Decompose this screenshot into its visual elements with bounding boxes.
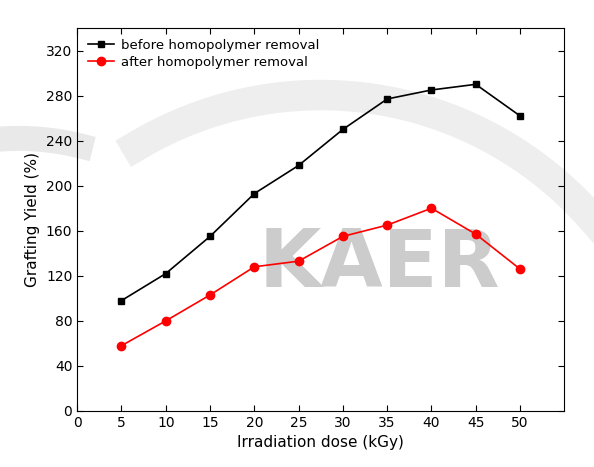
after homopolymer removal: [295, 258, 302, 264]
before homopolymer removal: [162, 271, 169, 276]
before homopolymer removal: [251, 191, 258, 197]
after homopolymer removal: [428, 205, 435, 211]
before homopolymer removal: [516, 113, 523, 119]
before homopolymer removal: [295, 163, 302, 168]
after homopolymer removal: [207, 292, 214, 298]
after homopolymer removal: [516, 266, 523, 272]
before homopolymer removal: [118, 298, 125, 304]
before homopolymer removal: [384, 96, 391, 102]
after homopolymer removal: [339, 234, 346, 239]
after homopolymer removal: [251, 264, 258, 269]
after homopolymer removal: [384, 222, 391, 228]
Legend: before homopolymer removal, after homopolymer removal: before homopolymer removal, after homopo…: [84, 35, 323, 73]
before homopolymer removal: [428, 87, 435, 93]
Y-axis label: Grafting Yield (%): Grafting Yield (%): [26, 152, 40, 287]
after homopolymer removal: [162, 318, 169, 324]
before homopolymer removal: [207, 234, 214, 239]
Line: before homopolymer removal: before homopolymer removal: [118, 81, 523, 304]
X-axis label: Irradiation dose (kGy): Irradiation dose (kGy): [238, 435, 404, 450]
Text: KAER: KAER: [258, 226, 500, 304]
after homopolymer removal: [118, 343, 125, 348]
before homopolymer removal: [472, 82, 479, 87]
before homopolymer removal: [339, 127, 346, 132]
Line: after homopolymer removal: after homopolymer removal: [118, 204, 524, 350]
after homopolymer removal: [472, 231, 479, 237]
